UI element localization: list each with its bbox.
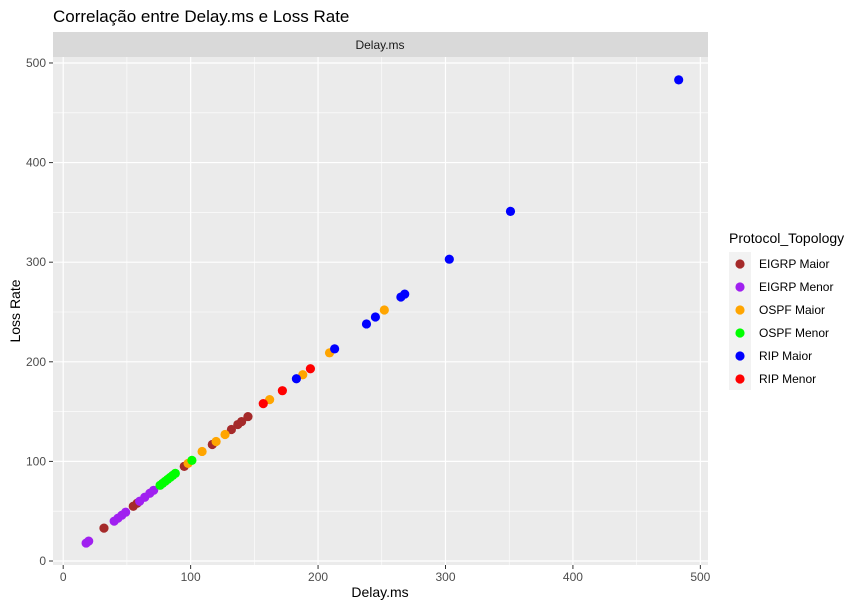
y-tick-label: 200 — [26, 355, 46, 369]
legend-key — [735, 259, 745, 269]
data-point — [361, 319, 372, 329]
x-tick-label: 400 — [563, 570, 583, 584]
y-tick-label: 100 — [26, 454, 46, 468]
data-point — [379, 305, 389, 315]
data-point — [121, 507, 131, 517]
data-point — [84, 536, 94, 546]
y-tick-label: 300 — [26, 255, 46, 269]
legend-title: Protocol_Topology — [729, 230, 844, 246]
legend-key — [735, 351, 745, 361]
x-tick-label: 200 — [308, 570, 328, 584]
data-point — [226, 424, 237, 435]
y-axis-ticks: 0 100 200 300 400 500 — [26, 56, 53, 568]
y-tick-label: 400 — [26, 156, 46, 170]
y-tick-label: 500 — [26, 56, 46, 70]
legend-label: EIGRP Menor — [759, 280, 833, 294]
legend-label: OSPF Menor — [759, 326, 829, 340]
data-point — [220, 429, 230, 440]
legend: Protocol_Topology EIGRP Maior EIGRP Menor… — [729, 230, 844, 390]
data-point — [149, 485, 159, 495]
data-point — [170, 468, 180, 478]
data-point — [291, 374, 301, 384]
data-point — [197, 446, 207, 457]
x-tick-label: 300 — [435, 570, 455, 584]
x-tick-label: 100 — [181, 570, 201, 584]
major-gridlines — [53, 57, 708, 565]
data-points — [81, 75, 684, 548]
facet-strip-label: Delay.ms — [355, 38, 404, 52]
data-point — [258, 399, 268, 409]
legend-label: RIP Menor — [759, 372, 816, 386]
data-point — [236, 416, 247, 427]
x-tick-label: 0 — [60, 570, 67, 584]
data-point — [370, 312, 381, 322]
data-point — [400, 289, 410, 299]
legend-label: OSPF Maior — [759, 303, 825, 317]
data-point — [305, 364, 316, 374]
x-axis-ticks: 0 100 200 300 400 500 — [60, 565, 711, 584]
data-point — [277, 386, 287, 396]
x-axis-label: Delay.ms — [351, 584, 408, 600]
data-point — [330, 344, 340, 354]
data-point — [187, 455, 197, 466]
data-point — [243, 411, 253, 422]
data-point — [99, 523, 109, 533]
data-point — [444, 254, 454, 264]
legend-key — [735, 328, 745, 338]
y-axis-label: Loss Rate — [7, 279, 23, 342]
legend-key — [735, 374, 745, 384]
data-point — [674, 75, 684, 85]
y-tick-label: 0 — [39, 554, 46, 568]
legend-items: EIGRP Maior EIGRP Menor OSPF Maior OSPF Men… — [729, 252, 833, 390]
facet-strip — [53, 32, 708, 57]
legend-label: RIP Maior — [759, 349, 812, 363]
legend-key — [735, 282, 745, 292]
data-point — [505, 206, 516, 216]
data-point — [211, 436, 221, 447]
legend-key — [735, 305, 745, 315]
chart-title: Correlação entre Delay.ms e Loss Rate — [53, 7, 349, 26]
legend-label: EIGRP Maior — [759, 257, 829, 271]
x-tick-label: 500 — [690, 570, 710, 584]
legend-key-background — [729, 252, 751, 390]
